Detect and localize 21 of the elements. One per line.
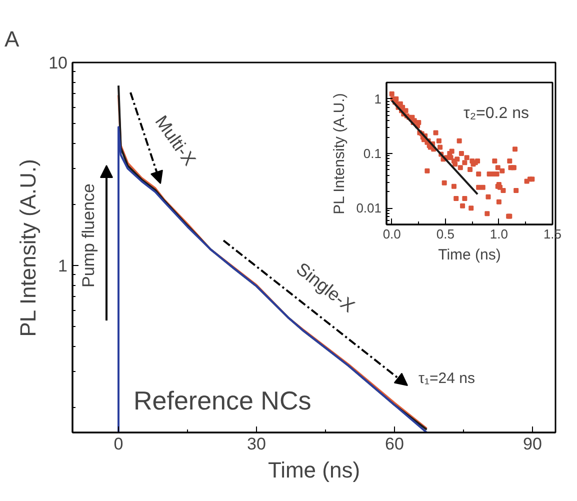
x-tick-label: 60 [385,434,404,454]
annotation: Reference NCs [134,386,312,416]
annotation: τ₁=24 ns [418,370,475,387]
y-axis-title: PL Intensity (A.U.) [331,93,348,214]
y-tick-label: 0.1 [363,146,382,161]
x-axis-title: Time (ns) [438,246,501,264]
y-tick-label: 10 [48,54,68,72]
x-tick-label: 0 [114,434,124,454]
y-tick-label: 1 [374,91,382,106]
y-tick-label: 0.01 [356,200,382,216]
x-tick-label: 0.5 [436,226,454,242]
chart-title: A [4,26,20,52]
x-tick-label: 30 [247,434,266,454]
y-tick-label: 1 [58,256,68,276]
annotation: Pump fluence [79,184,98,288]
x-tick-label: 0.0 [382,226,401,242]
y-axis-title: PL Intensity (A.U.) [16,159,41,337]
annotation: τ₂=0.2 ns [464,105,529,122]
x-tick-label: 1.0 [490,226,508,242]
x-tick-label: 90 [523,434,542,454]
x-axis-title: Time (ns) [268,458,360,482]
